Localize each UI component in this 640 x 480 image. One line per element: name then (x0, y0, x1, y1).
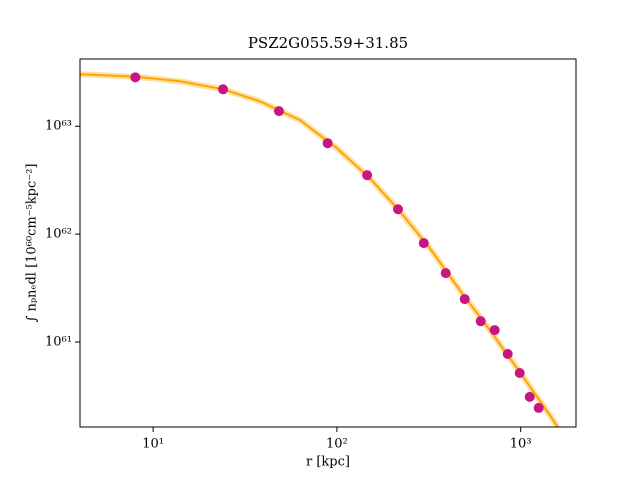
chart-title: PSZ2G055.59+31.85 (248, 34, 408, 52)
fit-band (80, 71, 561, 427)
y-axis-label: ∫ nₚnₑdl [10⁶⁰cm⁻⁵kpc⁻²] (25, 164, 40, 323)
data-point (130, 72, 141, 83)
data-point (459, 294, 470, 305)
x-tick-label: 10² (326, 437, 348, 452)
data-point (524, 391, 535, 402)
y-tick-label: 10⁶² (45, 227, 72, 242)
data-point (440, 268, 451, 279)
plot-frame (79, 58, 577, 428)
data-point (475, 316, 486, 327)
y-tick-label: 10⁶¹ (45, 335, 72, 350)
x-tick-label: 10³ (510, 437, 532, 452)
data-point (218, 84, 229, 95)
data-point (392, 204, 403, 215)
data-point (362, 170, 373, 181)
data-point (273, 106, 284, 117)
data-point (489, 325, 500, 336)
x-tick-label: 10¹ (142, 437, 164, 452)
fit-line (80, 73, 559, 427)
y-tick-label: 10⁶³ (45, 119, 72, 134)
data-point (418, 238, 429, 249)
data-point (514, 368, 525, 379)
x-axis-label: r [kpc] (306, 455, 350, 470)
data-point (502, 349, 513, 360)
data-point (322, 138, 333, 149)
data-point (533, 402, 544, 413)
